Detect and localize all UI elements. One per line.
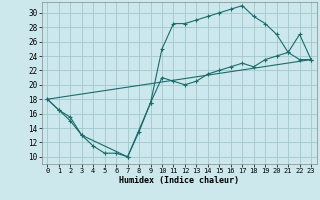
X-axis label: Humidex (Indice chaleur): Humidex (Indice chaleur) [119, 176, 239, 185]
